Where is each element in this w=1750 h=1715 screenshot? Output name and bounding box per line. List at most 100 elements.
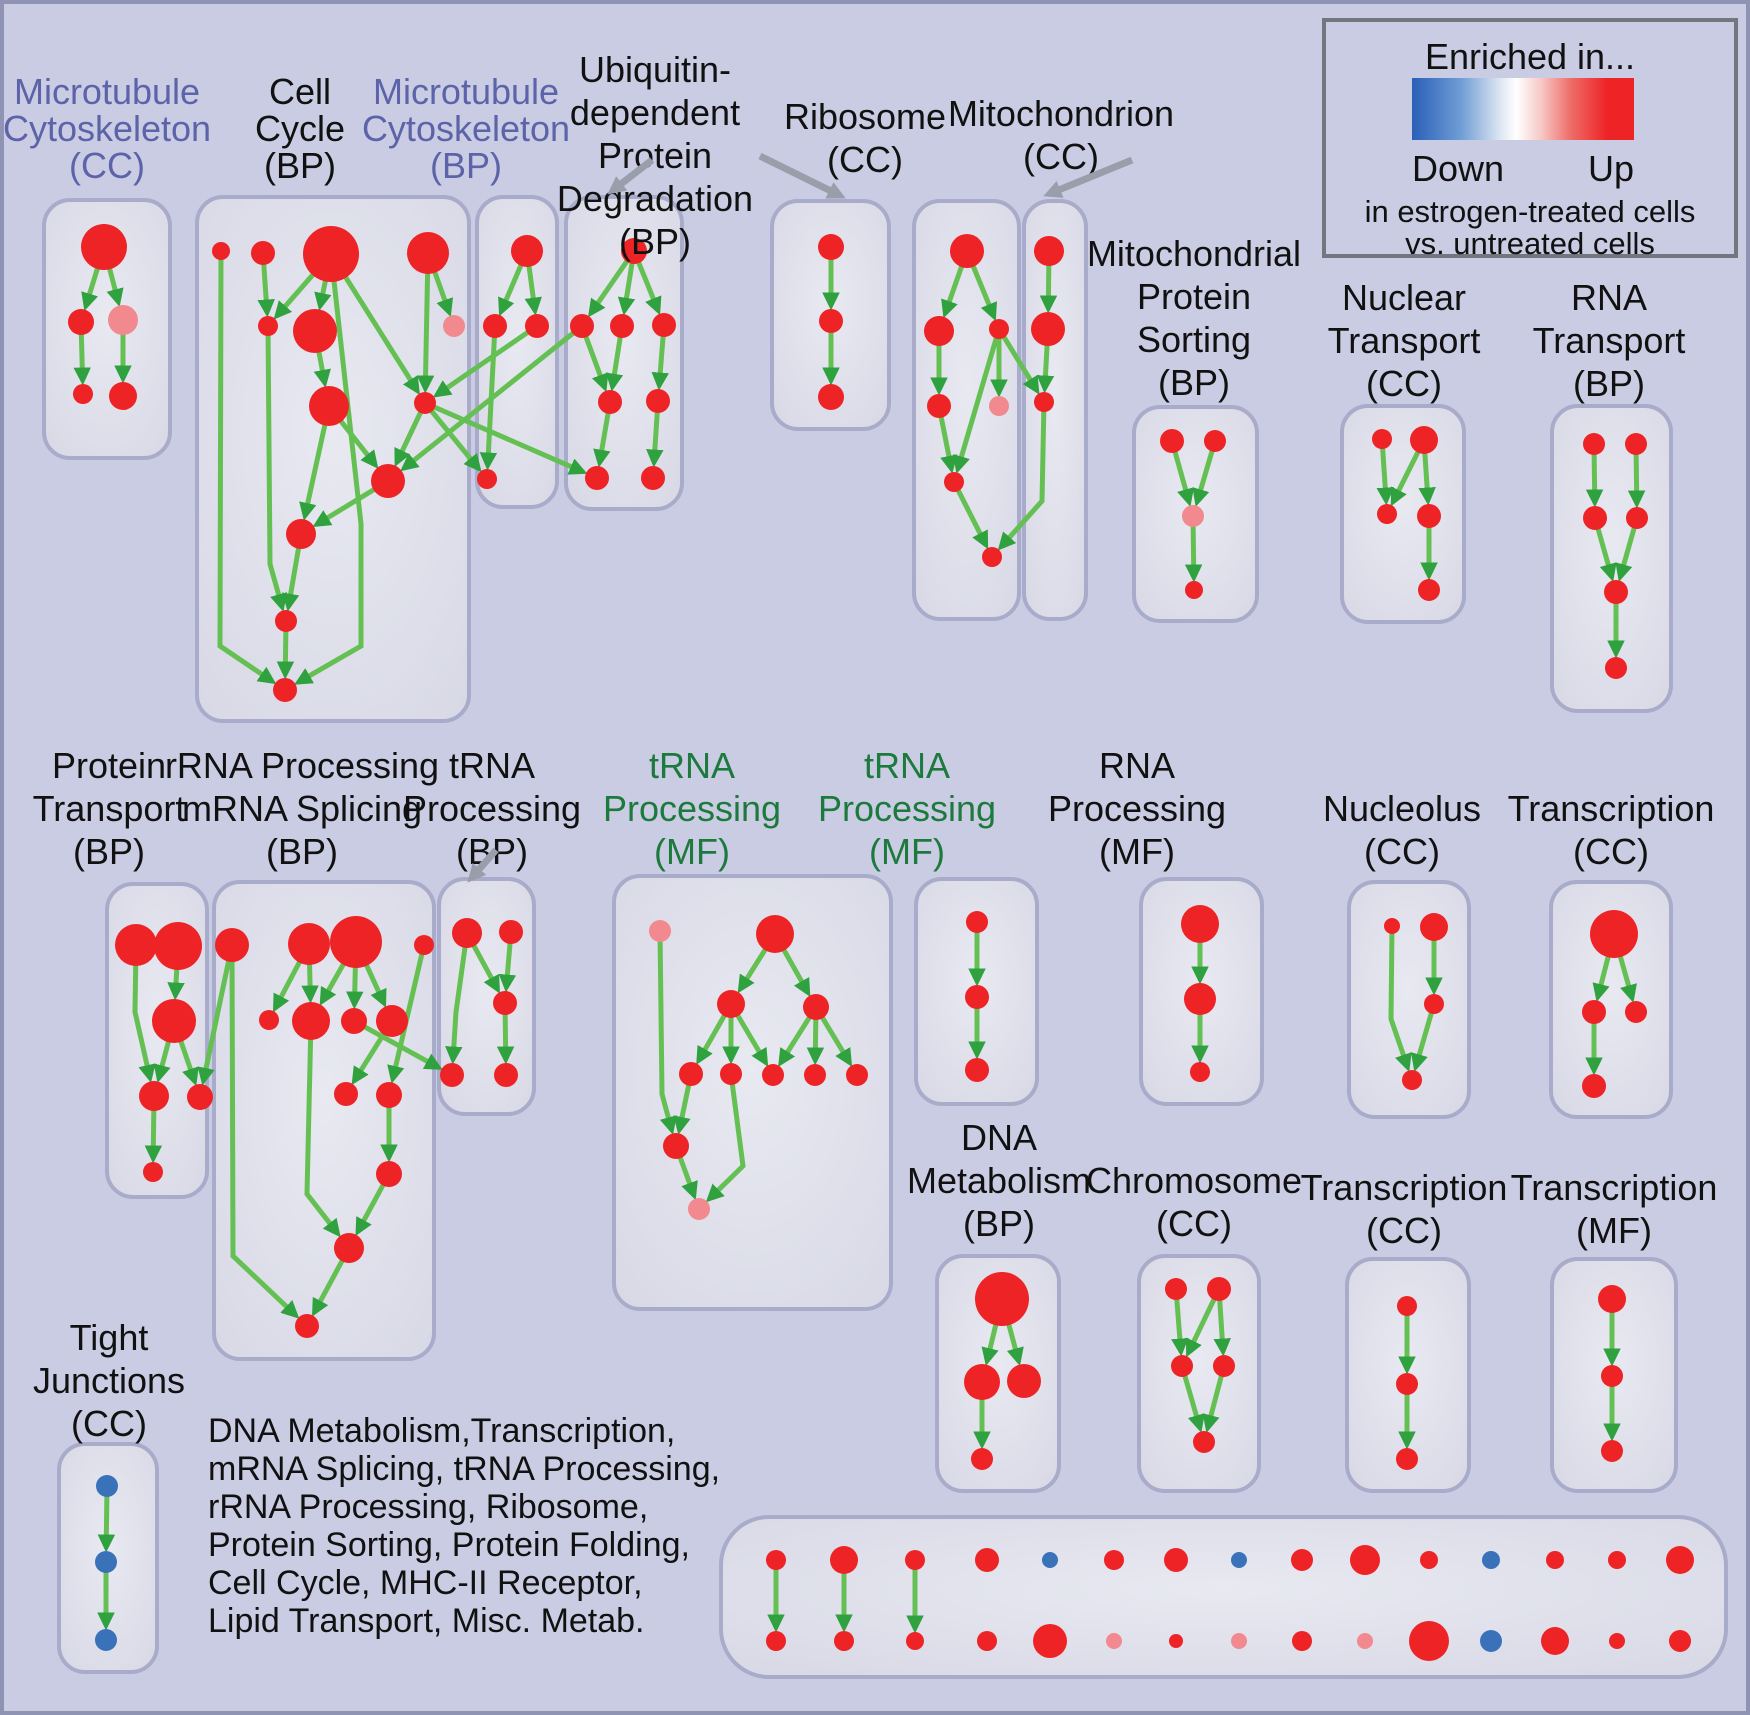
node-K <box>376 1161 402 1187</box>
node-r7 <box>982 547 1002 567</box>
node-d3 <box>1007 1364 1041 1398</box>
node-q14t <box>1608 1551 1626 1569</box>
note-line: rRNA Processing, Ribosome, <box>208 1488 649 1526</box>
cluster-label-ubiq: (BP) <box>619 221 691 262</box>
edge-cc3-cc13 <box>294 253 364 685</box>
node-X3 <box>1190 1062 1210 1082</box>
cluster-label-protein_transport: Protein <box>52 745 166 786</box>
cluster-label-trans_cc_a: Transcription <box>1508 788 1715 829</box>
cluster-label-rrna: (BP) <box>266 831 338 872</box>
cluster-label-protein_transport: Transport <box>33 788 186 829</box>
cluster-label-trans_mf: (MF) <box>1576 1210 1652 1251</box>
cluster-label-trna_mf_a: tRNA <box>649 745 735 786</box>
legend-gradient-bar <box>1412 78 1634 140</box>
cluster-label-nucleolus: Nucleolus <box>1323 788 1481 829</box>
cluster-label-chromosome: Chromosome <box>1086 1160 1302 1201</box>
cluster-label-dna_met: (BP) <box>963 1203 1035 1244</box>
cluster-box-nuc_transport <box>1340 404 1466 624</box>
cluster-box-trna_mf_a <box>612 874 893 1311</box>
labels-layer: MicrotubuleCytoskeleton(CC)CellCycle(BP)… <box>4 49 1717 1444</box>
node-ch5 <box>1193 1431 1215 1453</box>
node-W3 <box>965 1058 989 1082</box>
cluster-label-trans_mf: Transcription <box>1511 1167 1718 1208</box>
node-mcc2 <box>68 309 94 335</box>
node-q9b <box>1292 1631 1312 1651</box>
cluster-label-rna_proc_mf: RNA <box>1099 745 1175 786</box>
node-cc12 <box>275 610 297 632</box>
cluster-box-chromosome <box>1137 1254 1261 1493</box>
cluster-box-ubiq <box>564 195 684 511</box>
legend-subtitle-line1: in estrogen-treated cells <box>1364 194 1696 229</box>
cluster-label-trna_bp: tRNA <box>449 745 535 786</box>
node-N3 <box>1377 504 1397 524</box>
legend-up-label: Up <box>1587 148 1634 189</box>
node-u6 <box>646 389 670 413</box>
node-u5 <box>598 390 622 414</box>
node-q10b <box>1357 1633 1373 1649</box>
node-mcc4 <box>73 384 93 404</box>
cluster-box-mito <box>1022 199 1088 621</box>
node-v1 <box>818 234 844 260</box>
node-ch2 <box>1207 1277 1231 1301</box>
node-u1 <box>621 238 647 264</box>
cluster-label-ribosome: Ribosome <box>784 96 946 137</box>
node-E2 <box>720 1063 742 1085</box>
legend-subtitle-line2: vs. untreated cells <box>1405 226 1655 261</box>
cluster-box-dna_met <box>935 1254 1061 1493</box>
mitochondrion-arrow <box>1043 156 1134 198</box>
node-q6b <box>1106 1633 1122 1649</box>
node-M3 <box>1034 392 1054 412</box>
node-T2 <box>499 920 523 944</box>
trna-bp-arrow <box>467 847 499 883</box>
cluster-label-rrna: mRNA Splicing <box>182 788 422 829</box>
node-y3 <box>1396 1448 1418 1470</box>
node-Dn <box>414 935 434 955</box>
node-q3t <box>905 1550 925 1570</box>
node-D2 <box>679 1062 703 1086</box>
node-t2 <box>1582 1000 1606 1024</box>
node-S1 <box>1160 429 1184 453</box>
node-X2 <box>1184 983 1216 1015</box>
cluster-label-nuc_transport: Transport <box>1328 320 1481 361</box>
cluster-label-rna_proc_mf: (MF) <box>1099 831 1175 872</box>
node-F <box>292 1002 330 1040</box>
edge-T1-T4 <box>445 932 470 1065</box>
node-cc4 <box>407 232 449 274</box>
node-M2 <box>1031 312 1065 346</box>
legend-down-label: Down <box>1412 148 1505 189</box>
cluster-label-mc_cc: Cytoskeleton <box>4 108 211 149</box>
node-n2 <box>1420 913 1448 941</box>
node-N4 <box>1417 504 1441 528</box>
edge-cc1-cc13 <box>217 250 277 685</box>
node-q9t <box>1291 1549 1313 1571</box>
node-P3 <box>152 999 196 1043</box>
node-n4 <box>1402 1070 1422 1090</box>
node-mcc3 <box>108 305 138 335</box>
cluster-label-trans_cc_a: (CC) <box>1573 831 1649 872</box>
node-q7b <box>1169 1634 1183 1648</box>
node-mcc1 <box>81 224 127 270</box>
node-cc10 <box>371 464 405 498</box>
node-I <box>334 1082 358 1106</box>
node-v3 <box>818 384 844 410</box>
node-S2 <box>1204 430 1226 452</box>
node-q5t <box>1042 1552 1058 1568</box>
node-cc5 <box>443 315 465 337</box>
node-cc3 <box>303 226 359 282</box>
node-q12b <box>1480 1630 1502 1652</box>
node-n3 <box>1424 994 1444 1014</box>
node-u4 <box>652 313 676 337</box>
cluster-label-nuc_transport: (CC) <box>1366 363 1442 404</box>
node-r1 <box>950 234 984 268</box>
cluster-label-rrna: rRNA Processing <box>165 745 439 786</box>
node-d1 <box>975 1272 1029 1326</box>
cluster-label-ribosome: (CC) <box>827 139 903 180</box>
edge-G-T4 <box>352 1018 443 1070</box>
node-q7t <box>1164 1548 1188 1572</box>
node-P1 <box>115 924 157 966</box>
edge-M3-r7 <box>997 401 1047 551</box>
node-mcc5 <box>109 382 137 410</box>
node-cc1 <box>212 242 230 260</box>
node-P2 <box>154 922 202 970</box>
